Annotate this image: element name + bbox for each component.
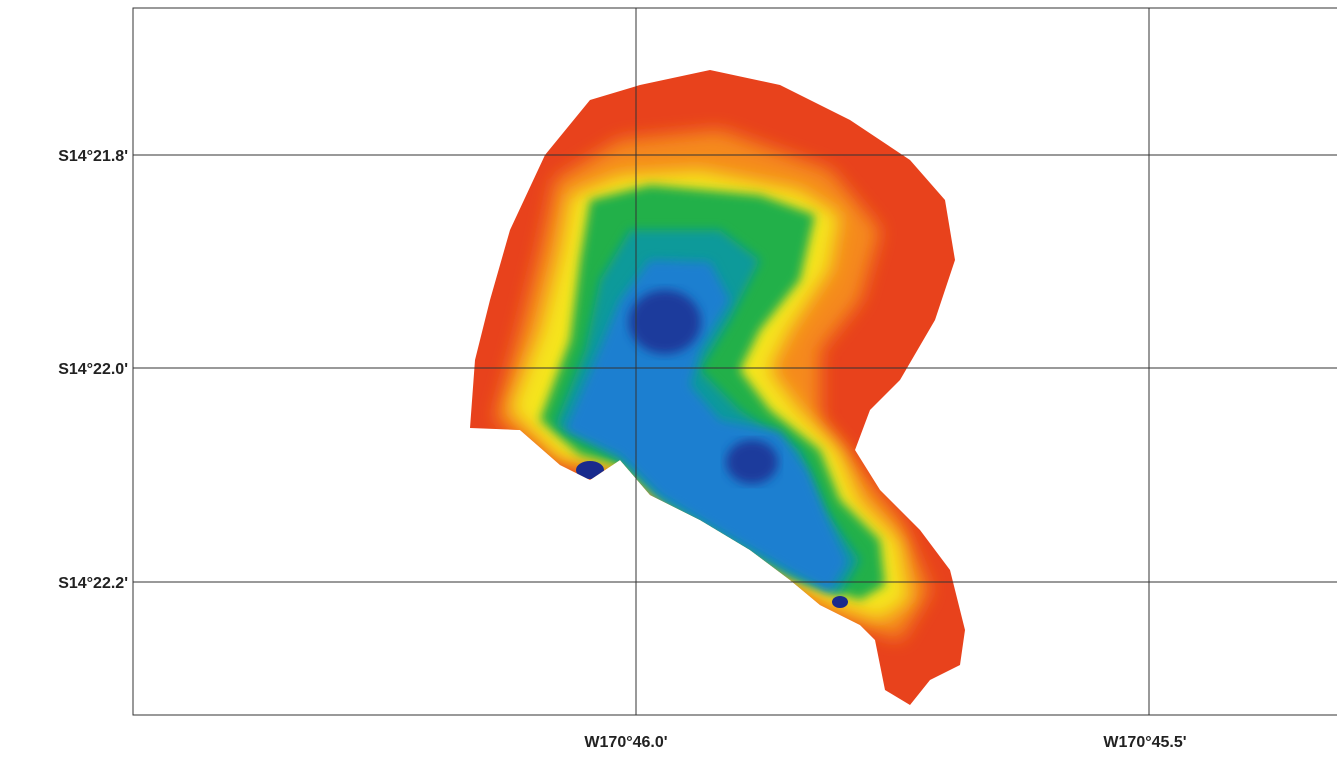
latitude-label: S14°22.2' <box>58 575 128 592</box>
latitude-label: S14°22.0' <box>58 361 128 378</box>
longitude-label: W170°46.0' <box>584 734 667 751</box>
longitude-label: W170°45.5' <box>1103 734 1186 751</box>
map: S14°21.8' S14°22.0' S14°22.2' W170°46.0'… <box>0 0 1337 757</box>
latitude-label: S14°21.8' <box>58 148 128 165</box>
